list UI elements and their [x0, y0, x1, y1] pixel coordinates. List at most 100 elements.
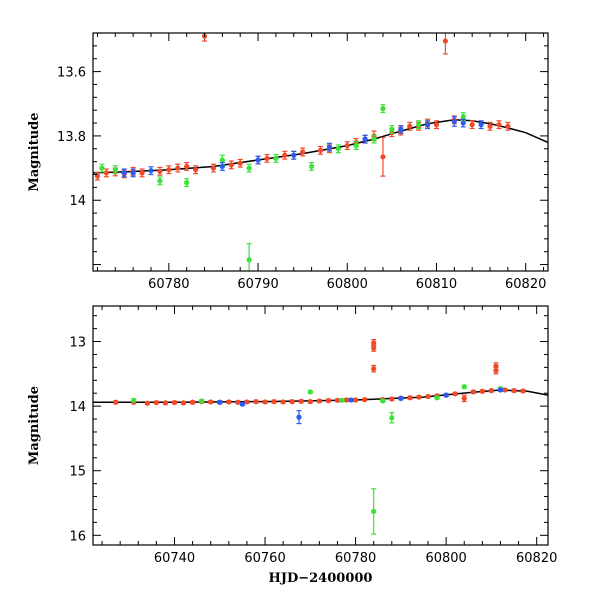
data-point-red	[479, 388, 485, 394]
data-point-red	[157, 168, 163, 174]
data-point-green	[371, 508, 377, 515]
data-point-red	[175, 165, 181, 171]
data-point-red	[520, 388, 526, 394]
data-point-blue	[148, 168, 154, 174]
data-point-red	[235, 399, 241, 405]
y-axis-title: Magnitude	[27, 386, 42, 465]
data-point-red	[343, 397, 350, 403]
data-point-green	[335, 146, 341, 152]
model-curve	[93, 389, 548, 403]
data-point-blue	[398, 395, 404, 401]
data-point-blue	[460, 120, 466, 126]
data-point-red	[352, 397, 359, 403]
data-point-red	[371, 340, 377, 346]
data-point-blue	[121, 170, 127, 176]
data-point-red	[371, 366, 377, 372]
data-point-red	[389, 396, 395, 402]
data-point-red	[264, 155, 270, 162]
data-point-red	[262, 399, 268, 405]
data-point-red	[162, 400, 169, 406]
data-point-blue	[443, 392, 449, 398]
data-point-green	[99, 165, 105, 171]
data-point-green	[184, 179, 190, 186]
data-point-blue	[398, 126, 404, 133]
data-point-blue	[130, 170, 136, 176]
data-point-red	[289, 399, 295, 405]
data-point-red	[316, 398, 322, 404]
data-point-green	[246, 165, 252, 171]
x-tick-label: 60820	[505, 277, 546, 292]
data-point-green	[339, 397, 345, 403]
data-point-red	[371, 345, 377, 351]
data-point-red	[237, 160, 243, 166]
x-axis-title: HJD−2400000	[269, 571, 373, 586]
data-point-red	[307, 399, 313, 405]
x-tick-label: 60780	[335, 551, 376, 566]
data-point-blue	[296, 414, 302, 420]
data-point-green	[460, 114, 466, 120]
data-point-blue	[219, 163, 225, 170]
data-point-green	[371, 136, 377, 142]
data-point-red	[407, 395, 413, 401]
data-point-green	[307, 389, 313, 395]
data-point-red	[334, 397, 341, 403]
x-tick-label: 60760	[244, 551, 285, 566]
data-point-red	[103, 170, 109, 176]
data-point-red	[153, 399, 159, 406]
data-point-red	[380, 154, 386, 160]
data-point-green	[380, 398, 386, 404]
data-point-green	[246, 257, 252, 263]
data-point-red	[505, 123, 511, 129]
data-point-green	[389, 415, 395, 421]
data-point-red	[253, 399, 259, 405]
y-tick-label: 14	[69, 194, 86, 209]
x-tick-label: 60810	[416, 277, 457, 292]
x-tick-label: 60780	[148, 277, 189, 292]
data-point-red	[144, 400, 150, 406]
data-point-green	[219, 157, 225, 163]
top-panel: 60780 60790 60800 60810 60820 13.6 13.8 14 Magni…	[27, 32, 549, 292]
data-point-red	[298, 398, 304, 404]
data-point-red	[488, 388, 495, 394]
data-point-green	[308, 163, 315, 170]
data-point-red	[208, 399, 214, 405]
data-point-red	[470, 389, 476, 395]
data-point-blue	[424, 122, 431, 128]
data-point-blue	[362, 136, 368, 142]
data-point-red	[493, 363, 499, 369]
data-point-red	[425, 393, 431, 400]
x-tick-label: 60740	[154, 551, 195, 566]
data-point-green	[434, 395, 440, 401]
data-point-red	[362, 397, 368, 403]
data-point-red	[139, 170, 145, 176]
data-point-red	[511, 388, 517, 394]
x-tick-label: 60800	[327, 277, 368, 292]
data-point-red	[407, 123, 413, 129]
data-point-red	[180, 400, 187, 406]
data-point-red	[190, 399, 196, 405]
data-point-red	[344, 142, 350, 149]
data-point-green	[416, 122, 422, 128]
data-point-blue	[291, 152, 297, 158]
data-point-green	[389, 126, 395, 133]
data-point-red	[171, 399, 178, 406]
data-point-red	[244, 399, 250, 405]
x-tick-label: 60820	[516, 551, 557, 566]
data-point-red	[271, 399, 277, 405]
plot-frame	[92, 32, 549, 272]
y-tick-label: 13.8	[57, 130, 86, 145]
y-tick-label: 13.6	[57, 66, 86, 81]
data-point-red	[487, 123, 493, 129]
data-point-red	[113, 399, 119, 405]
data-point-blue	[326, 144, 333, 150]
data-point-red	[226, 399, 232, 405]
data-point-green	[380, 105, 386, 112]
data-point-red	[433, 122, 440, 128]
data-point-red	[502, 387, 508, 393]
data-point-green	[112, 167, 118, 173]
data-point-red	[461, 395, 467, 401]
data-point-red	[282, 152, 288, 158]
data-point-red	[184, 163, 190, 170]
data-point-red	[192, 167, 199, 173]
data-point-blue	[239, 401, 246, 407]
